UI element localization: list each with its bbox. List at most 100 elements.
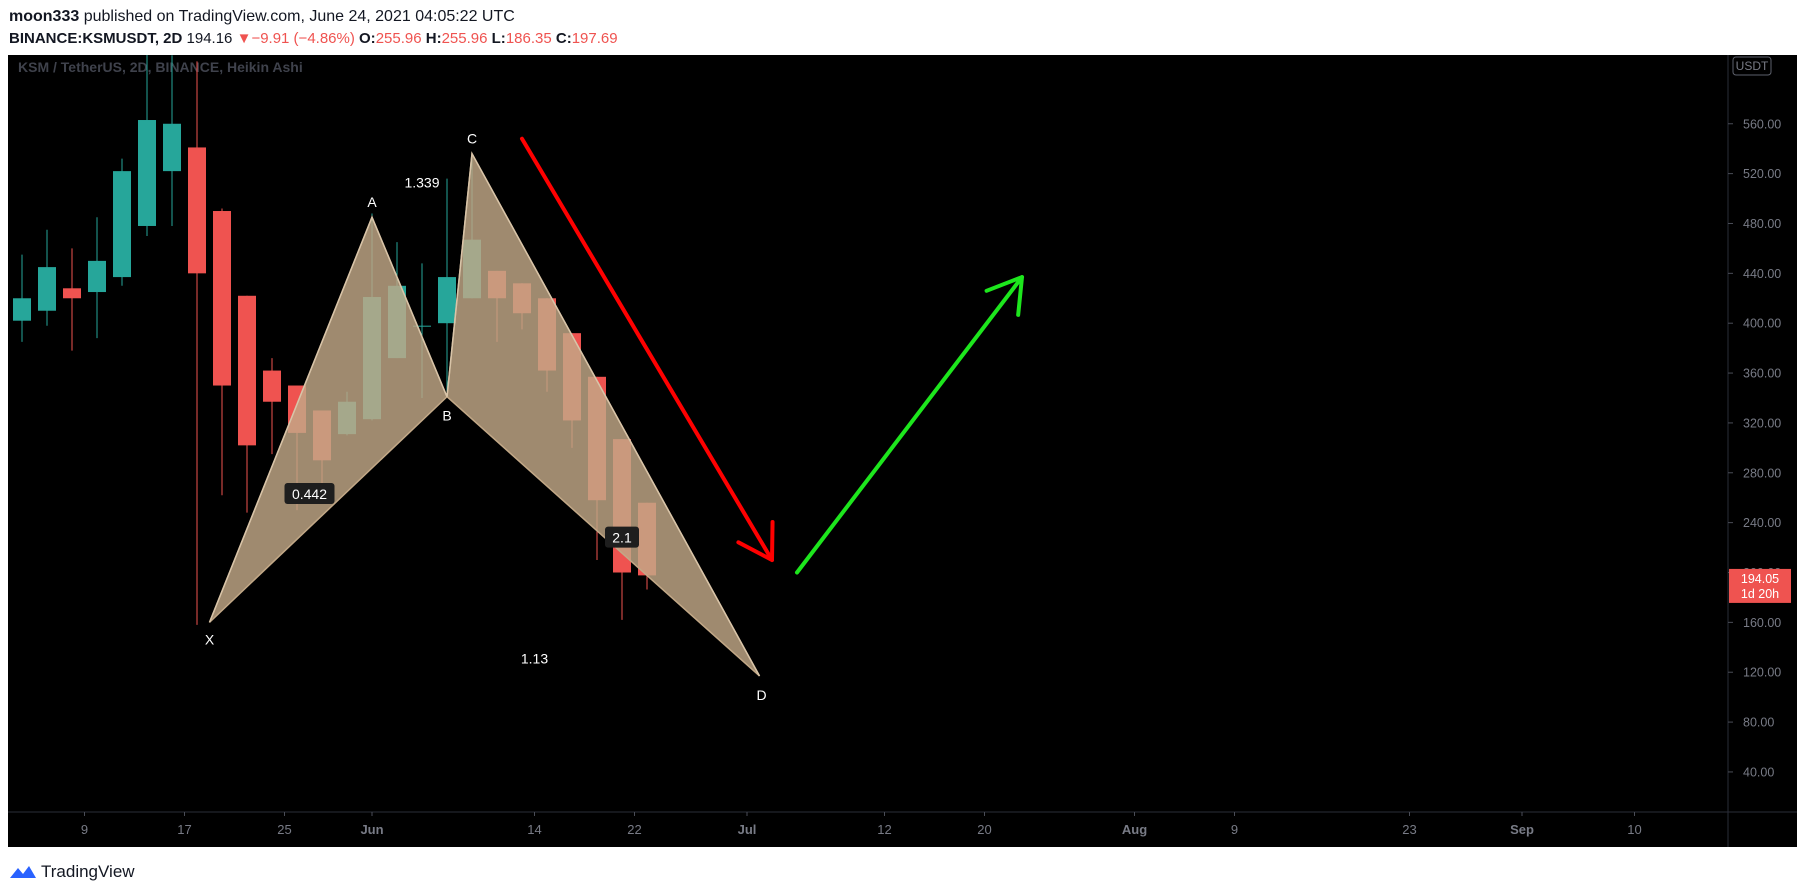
ratio-label: 2.1 [612,530,632,546]
x-tick-label: 9 [1231,822,1238,837]
x-tick-label: 20 [977,822,991,837]
last-price: 194.16 [186,30,233,47]
x-tick-label: 14 [527,822,541,837]
candle-body [163,123,181,172]
candle-body [413,325,431,327]
low-value: 186.35 [505,30,552,47]
candle-up [438,178,456,392]
candle-up [113,158,131,286]
green-arrow [795,275,1024,575]
change-value: −9.91 (−4.86%) [251,30,355,47]
arrow-head [984,275,1024,317]
arrow-shaft [520,136,774,563]
candle-body [13,298,31,321]
bar-countdown: 1d 20h [1741,587,1779,601]
pattern-ratio: 0.442 [284,482,335,504]
x-tick-label: 23 [1402,822,1416,837]
candle-body [238,295,256,446]
tradingview-logo-icon[interactable] [9,863,37,881]
candle-body [138,120,156,226]
ratio-label: 1.13 [521,651,548,667]
x-tick-label: 17 [177,822,191,837]
candle-up [38,229,56,326]
tradingview-footer: TradingView [9,858,135,886]
chart-canvas[interactable]: KSM / TetherUS, 2D, BINANCE, Heikin Ashi… [8,55,1797,847]
candle-body [263,370,281,402]
y-tick-label: 400.00 [1743,317,1781,331]
y-tick-label: 440.00 [1743,267,1781,281]
y-tick-label: 240.00 [1743,516,1781,530]
symbol-label: BINANCE:KSMUSDT, 2D [9,30,183,47]
pattern-point-label: A [367,194,377,210]
currency-badge: USDT [1732,56,1772,76]
pattern-point-label: C [467,131,477,147]
y-tick-label: 480.00 [1743,217,1781,231]
y-tick-label: 280.00 [1743,466,1781,480]
currency-badge-box [1732,56,1772,76]
candle-down [63,248,81,351]
high-label: H: [425,30,442,47]
ratio-box [284,482,335,504]
x-tick-label: Jun [360,822,383,837]
ohlc-line: BINANCE:KSMUSDT, 2D 194.16 ▼−9.91 (−4.86… [9,28,618,50]
ratio-label: 1.339 [404,174,439,190]
footer-brand[interactable]: TradingView [41,862,135,881]
open-label: O: [359,30,376,47]
x-tick-label: Jul [738,822,757,837]
x-tick-label: 25 [277,822,291,837]
candle-body [88,260,106,293]
candle-up [13,254,31,342]
candle-up [88,217,106,339]
x-tick-label: Aug [1122,822,1147,837]
candle-body [213,211,231,386]
y-tick-label: 120.00 [1743,666,1781,680]
y-tick-label: 160.00 [1743,616,1781,630]
change-arrow-icon: ▼ [236,30,252,47]
arrows-layer [520,136,1024,575]
candle-down [188,61,206,625]
candle-body [438,277,456,324]
close-label: C: [555,30,572,47]
x-tick-label: 12 [877,822,891,837]
red-arrow [520,136,775,563]
x-tick-label: 9 [81,822,88,837]
ratio-label: 0.442 [292,486,327,502]
last-price-value: 194.05 [1741,572,1779,586]
pattern-ratio: 1.13 [521,651,548,667]
pattern-point-label: B [442,408,451,424]
pattern-outline [208,151,761,677]
low-label: L: [491,30,506,47]
pattern-ratio: 2.1 [605,526,639,548]
arrow-shaft [795,275,1024,575]
chart-pane[interactable]: KSM / TetherUS, 2D, BINANCE, Heikin Ashi… [8,55,1797,847]
candle-body [188,147,206,274]
candle-up [163,55,181,226]
x-tick-label: 10 [1627,822,1641,837]
pattern-ratio: 1.339 [404,174,439,190]
last-price-box [1729,568,1791,603]
harmonic-pattern: X A B C D 0.442 1.339 2.1 1.13 [205,131,767,703]
y-tick-label: 80.00 [1743,716,1774,730]
pattern-point-label: X [205,631,215,647]
candle-down [213,208,231,496]
y-tick-label: 40.00 [1743,765,1774,779]
high-value: 255.96 [441,30,488,47]
y-tick-label: 360.00 [1743,367,1781,381]
candle-up [138,55,156,236]
pattern-triangle-bcd [446,151,761,677]
publish-line: moon333 published on TradingView.com, Ju… [9,6,618,28]
author-name[interactable]: moon333 [9,8,80,25]
published-text: published on TradingView.com, June 24, 2… [83,8,515,25]
close-value: 197.69 [571,30,618,47]
candle-down [238,295,256,513]
pattern-point-label: D [756,687,766,703]
chart-title: KSM / TetherUS, 2D, BINANCE, Heikin Ashi [18,59,303,75]
y-tick-label: 320.00 [1743,416,1781,430]
ratio-box [605,526,639,548]
candle-body [63,288,81,299]
open-value: 255.96 [375,30,422,47]
x-tick-label: Sep [1510,822,1534,837]
candle-down [263,358,281,455]
chart-header: moon333 published on TradingView.com, Ju… [9,6,618,50]
